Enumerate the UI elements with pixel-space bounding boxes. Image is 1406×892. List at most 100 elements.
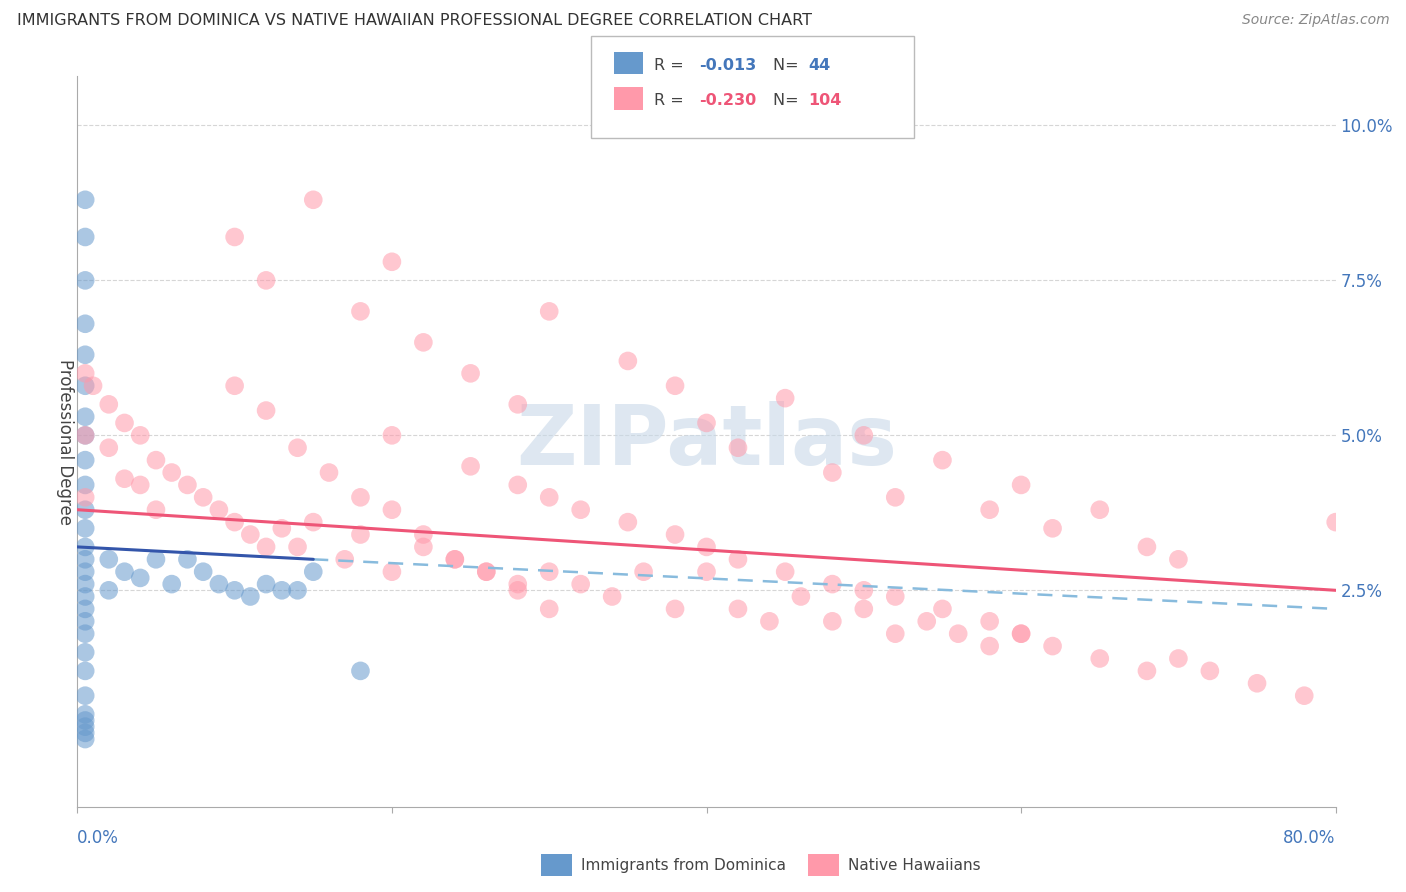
Point [349, 664, 371, 678]
Point [412, 335, 434, 350]
Point [664, 378, 686, 392]
Point [75, 502, 97, 516]
Point [75, 732, 97, 747]
Point [349, 491, 371, 505]
Point [224, 515, 246, 529]
Text: R =: R = [654, 58, 689, 72]
Point [1198, 664, 1220, 678]
Point [75, 521, 97, 535]
Text: -0.013: -0.013 [699, 58, 756, 72]
Point [75, 552, 97, 566]
Text: N=: N= [773, 58, 804, 72]
Text: -0.230: -0.230 [699, 94, 756, 108]
Point [915, 615, 938, 629]
Point [75, 720, 97, 734]
Point [460, 367, 482, 381]
Point [176, 478, 198, 492]
Point [75, 317, 97, 331]
Point [1042, 521, 1064, 535]
Text: 80.0%: 80.0% [1284, 830, 1336, 847]
Point [444, 552, 467, 566]
Point [664, 602, 686, 616]
Point [160, 577, 183, 591]
Point [287, 540, 309, 554]
Point [349, 527, 371, 541]
Point [538, 304, 561, 318]
Point [82, 378, 104, 392]
Point [1167, 552, 1189, 566]
Point [349, 304, 371, 318]
Point [75, 590, 97, 604]
Text: Source: ZipAtlas.com: Source: ZipAtlas.com [1241, 13, 1389, 28]
Text: IMMIGRANTS FROM DOMINICA VS NATIVE HAWAIIAN PROFESSIONAL DEGREE CORRELATION CHAR: IMMIGRANTS FROM DOMINICA VS NATIVE HAWAI… [17, 13, 811, 29]
Point [75, 565, 97, 579]
Point [884, 626, 907, 640]
Point [302, 565, 325, 579]
Point [302, 515, 325, 529]
Point [884, 590, 907, 604]
Point [75, 645, 97, 659]
Point [114, 565, 136, 579]
Point [191, 491, 215, 505]
Point [727, 441, 749, 455]
Point [75, 491, 97, 505]
Point [821, 615, 844, 629]
Point [381, 254, 404, 268]
Point [852, 602, 875, 616]
Point [664, 527, 686, 541]
Point [114, 416, 136, 430]
Point [852, 428, 875, 442]
Point [75, 726, 97, 740]
Point [191, 565, 215, 579]
Point [270, 521, 292, 535]
Point [444, 552, 467, 566]
Point [145, 552, 167, 566]
Point [254, 273, 277, 287]
Point [75, 273, 97, 287]
Point [129, 428, 152, 442]
Point [1088, 502, 1111, 516]
Point [758, 615, 780, 629]
Point [287, 583, 309, 598]
Point [617, 515, 640, 529]
Point [506, 577, 529, 591]
Point [75, 478, 97, 492]
Point [129, 478, 152, 492]
Point [176, 552, 198, 566]
Point [948, 626, 970, 640]
Point [224, 230, 246, 244]
Point [381, 428, 404, 442]
Point [696, 540, 718, 554]
Point [979, 615, 1001, 629]
Point [475, 565, 498, 579]
Point [1246, 676, 1268, 690]
Point [569, 502, 592, 516]
Point [239, 527, 262, 541]
Point [145, 502, 167, 516]
Text: 44: 44 [808, 58, 831, 72]
Point [75, 615, 97, 629]
Point [224, 583, 246, 598]
Point [538, 602, 561, 616]
Point [254, 403, 277, 417]
Text: Native Hawaiians: Native Hawaiians [848, 858, 980, 872]
Point [1088, 651, 1111, 665]
Point [979, 639, 1001, 653]
Point [727, 602, 749, 616]
Point [506, 583, 529, 598]
Point [821, 466, 844, 480]
Point [696, 565, 718, 579]
Point [569, 577, 592, 591]
Point [773, 391, 796, 405]
Point [287, 441, 309, 455]
Point [208, 577, 231, 591]
Point [538, 565, 561, 579]
Point [1042, 639, 1064, 653]
Point [75, 378, 97, 392]
Point [1136, 664, 1159, 678]
Point [114, 472, 136, 486]
Point [208, 502, 231, 516]
Text: Immigrants from Dominica: Immigrants from Dominica [581, 858, 786, 872]
Point [381, 565, 404, 579]
Point [75, 367, 97, 381]
